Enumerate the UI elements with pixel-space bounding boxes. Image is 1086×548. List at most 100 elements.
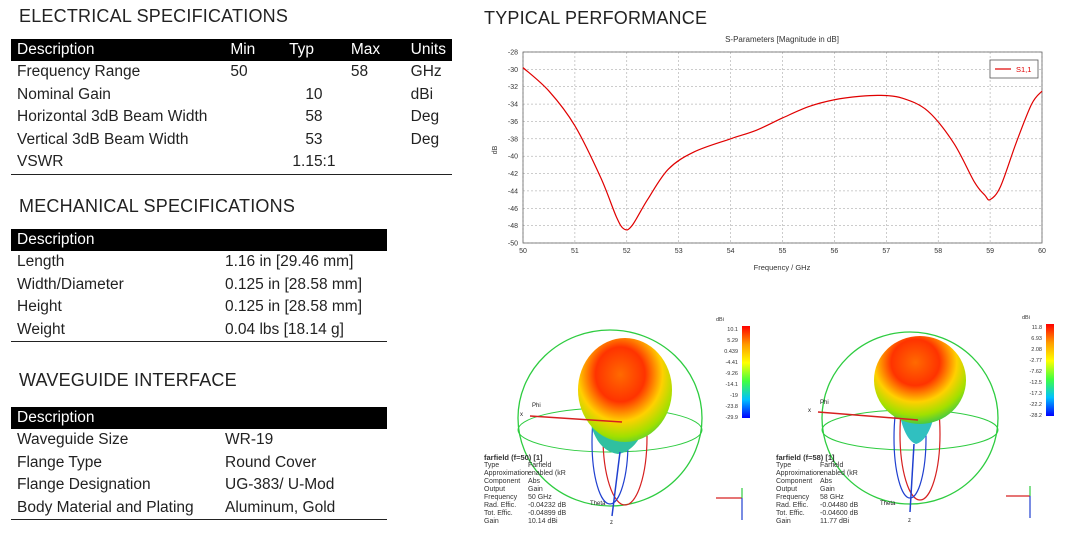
info-key: Output bbox=[776, 486, 798, 493]
table-row: Length 1.16 in [29.46 mm] bbox=[11, 251, 387, 274]
info-value: enabled (kR bbox=[528, 470, 566, 477]
axis-z-label: z bbox=[610, 520, 613, 526]
table-row: Flange Designation UG-383/ U-Mod bbox=[11, 474, 387, 497]
cell bbox=[345, 106, 405, 129]
main-lobe bbox=[578, 338, 672, 442]
performance-title: TYPICAL PERFORMANCE bbox=[484, 8, 708, 28]
cell: Deg bbox=[410, 130, 440, 148]
cell bbox=[345, 129, 405, 152]
table-row: Nominal Gain 10 dBi bbox=[11, 84, 452, 107]
cell: 58 bbox=[305, 108, 323, 126]
info-key: Frequency bbox=[484, 494, 518, 501]
cell: 53 bbox=[305, 130, 323, 148]
waveguide-header-row: Description bbox=[11, 407, 387, 429]
col-description: Description bbox=[11, 407, 387, 429]
y-tick-labels: -28 -30 -32 -34 -36 -38 -40 -42 -44 -46 -48 -50 bbox=[508, 50, 518, 248]
info-key: Component bbox=[776, 478, 813, 485]
col-min: Min bbox=[224, 39, 284, 61]
scale-label: -29.9 bbox=[725, 415, 738, 421]
col-typ: Typ bbox=[283, 39, 345, 61]
x-tick-label: 58 bbox=[934, 248, 942, 255]
cell: Weight bbox=[11, 318, 219, 342]
cell bbox=[224, 151, 284, 175]
waveguide-table: Description Waveguide Size WR-19 Flange … bbox=[11, 407, 387, 520]
cell bbox=[224, 129, 283, 152]
farfield-info-left: farfield (f=50) [1] Type Farfield Approxi… bbox=[484, 454, 566, 526]
info-value: 50 GHz bbox=[528, 494, 552, 501]
theta-label: Theta bbox=[590, 501, 606, 507]
info-value: Abs bbox=[820, 478, 833, 485]
info-value: -0.04232 dB bbox=[528, 502, 567, 509]
cell: Waveguide Size bbox=[17, 431, 129, 449]
info-key: Rad. Effic. bbox=[484, 502, 517, 509]
info-value: -0.04899 dB bbox=[528, 510, 567, 517]
scale-label: -7.62 bbox=[1029, 369, 1042, 375]
y-tick-label: -50 bbox=[508, 241, 518, 248]
x-tick-label: 51 bbox=[571, 248, 579, 255]
waveguide-title: WAVEGUIDE INTERFACE bbox=[19, 370, 237, 390]
cell: 50 bbox=[230, 63, 248, 81]
info-key: Output bbox=[484, 486, 506, 493]
info-key: Component bbox=[484, 478, 521, 485]
chart-frame bbox=[522, 51, 1043, 244]
col-max: Max bbox=[344, 39, 405, 61]
scale-label: -19 bbox=[730, 393, 738, 399]
cell: Frequency Range bbox=[17, 63, 141, 81]
x-tick-label: 54 bbox=[727, 248, 735, 255]
scale-label: -9.26 bbox=[725, 371, 738, 377]
z-axis-arrow bbox=[909, 443, 915, 513]
cell bbox=[224, 84, 283, 107]
electrical-table: Description Min Typ Max Units Frequency … bbox=[11, 39, 452, 175]
cell: 0.125 in [28.58 mm] bbox=[225, 298, 362, 316]
scale-label: -4.41 bbox=[725, 360, 738, 366]
scale-label: 5.29 bbox=[727, 338, 738, 344]
farfield-plot-50ghz: x z Phi Theta dBi 10.1 5.29 0.439 -4.41 -9.2… bbox=[517, 317, 750, 526]
col-description: Description bbox=[11, 39, 225, 61]
cell bbox=[404, 151, 452, 175]
x-tick-label: 56 bbox=[831, 248, 839, 255]
info-value: -0.04480 dB bbox=[820, 502, 859, 509]
color-scale-bar bbox=[1046, 324, 1054, 416]
color-scale-labels: 10.1 5.29 0.439 -4.41 -9.26 -14.1 -19 -23.8 -29.… bbox=[724, 327, 738, 421]
cell bbox=[224, 106, 283, 129]
axis-x-label: x bbox=[520, 412, 523, 418]
y-tick-label: -32 bbox=[508, 84, 518, 91]
table-row: Weight 0.04 lbs [18.14 g] bbox=[11, 318, 387, 342]
table-row: Body Material and Plating Aluminum, Gold bbox=[11, 496, 387, 520]
cell: dBi bbox=[410, 85, 434, 103]
farfield-info-right: farfield (f=58) [1] Type Farfield Approxi… bbox=[776, 454, 858, 526]
x-axis-arrow bbox=[817, 411, 919, 421]
scale-label: -22.2 bbox=[1029, 402, 1042, 408]
scale-label: 6.93 bbox=[1031, 336, 1042, 342]
scale-label: -23.8 bbox=[725, 404, 738, 410]
scale-label: 0.439 bbox=[724, 349, 738, 355]
color-scale-labels: 11.8 6.93 2.08 -2.77 -7.62 -12.5 -17.3 -22.2 -28… bbox=[1029, 325, 1042, 419]
table-row: VSWR 1.15:1 bbox=[11, 151, 452, 175]
cell bbox=[345, 84, 405, 107]
legend-label: S1,1 bbox=[1016, 65, 1031, 74]
cell: Horizontal 3dB Beam Width bbox=[17, 108, 208, 126]
info-key: Type bbox=[484, 462, 500, 469]
farfield-header: farfield (f=58) [1] bbox=[776, 453, 835, 462]
col-description: Description bbox=[11, 229, 387, 251]
legend: S1,1 bbox=[989, 59, 1039, 79]
info-key: Tot. Effic. bbox=[776, 510, 805, 517]
scale-label: -12.5 bbox=[1029, 380, 1042, 386]
info-value: Farfield bbox=[820, 462, 844, 469]
table-row: Height 0.125 in [28.58 mm] bbox=[11, 296, 387, 319]
scale-unit: dBi bbox=[1022, 315, 1030, 321]
x-tick-label: 55 bbox=[779, 248, 787, 255]
x-axis-label: Frequency / GHz bbox=[754, 263, 811, 272]
main-lobe bbox=[874, 336, 966, 424]
col-units: Units bbox=[404, 39, 452, 61]
table-row: Horizontal 3dB Beam Width 58 Deg bbox=[11, 106, 452, 129]
info-value: enabled (kR bbox=[820, 470, 858, 477]
cell: Round Cover bbox=[225, 453, 317, 471]
phi-label: Phi bbox=[820, 400, 829, 406]
info-key: Approximation bbox=[776, 470, 821, 477]
x-tick-label: 52 bbox=[623, 248, 631, 255]
x-axis-arrow bbox=[529, 415, 623, 423]
cell: VSWR bbox=[11, 151, 225, 175]
info-key: Type bbox=[776, 462, 792, 469]
cell bbox=[344, 151, 405, 175]
